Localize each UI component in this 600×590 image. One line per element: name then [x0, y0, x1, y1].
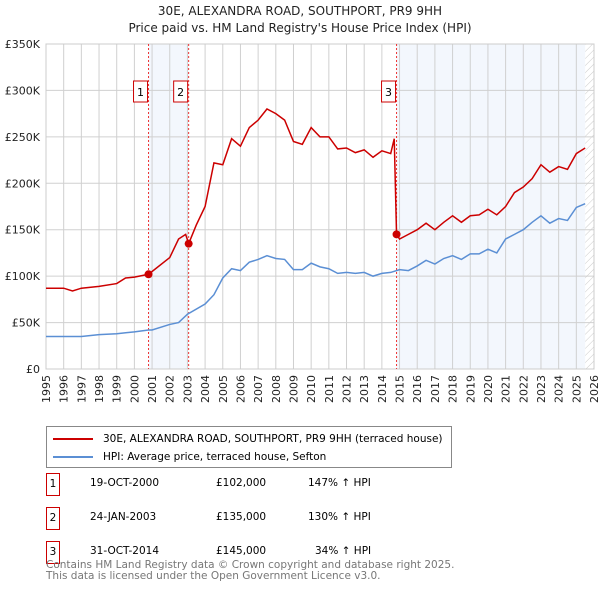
chart-subtitle: Price paid vs. HM Land Registry's House … — [128, 21, 472, 35]
y-tick-label: £100K — [5, 270, 41, 283]
legend-swatch-red — [53, 437, 93, 440]
sale-marker-box — [133, 80, 149, 103]
hpi-line — [46, 203, 586, 338]
sale-marker-box — [381, 80, 397, 103]
x-tick-label: 1998 — [93, 375, 106, 403]
x-tick-label: 1997 — [75, 375, 88, 403]
y-tick-label: £300K — [5, 84, 41, 97]
x-tick-label: 2009 — [287, 375, 300, 403]
x-tick-label: 2011 — [323, 375, 336, 403]
chart-title: 30E, ALEXANDRA ROAD, SOUTHPORT, PR9 9HH — [157, 4, 443, 18]
x-tick-label: 2017 — [429, 375, 442, 403]
sale-hpi-change: 147% ↑ HPI — [308, 477, 371, 489]
sale-price: £135,000 — [216, 511, 267, 523]
legend-swatch-blue — [53, 455, 93, 458]
x-tick-label: 2023 — [535, 375, 548, 403]
y-tick-label: £200K — [5, 177, 41, 190]
footer-line-1: Contains HM Land Registry data © Crown c… — [46, 559, 455, 571]
x-tick-label: 2022 — [517, 375, 530, 403]
plot-border — [45, 43, 595, 370]
x-tick-label: 2024 — [553, 375, 566, 403]
x-tick-label: 2019 — [464, 375, 477, 403]
legend-label: HPI: Average price, terraced house, Seft… — [103, 450, 327, 463]
legend: 30E, ALEXANDRA ROAD, SOUTHPORT, PR9 9HH … — [46, 426, 452, 468]
x-tick-label: 2012 — [341, 375, 354, 403]
legend-item-hpi: HPI: Average price, terraced house, Seft… — [53, 449, 326, 464]
x-tick-label: 2025 — [570, 375, 583, 403]
x-tick-label: 1996 — [58, 375, 71, 403]
y-tick-label: £350K — [5, 38, 41, 51]
footer-line-2: This data is licensed under the Open Gov… — [46, 570, 381, 582]
sale-marker-label: 3 — [385, 86, 392, 99]
x-tick-label: 2007 — [252, 375, 265, 403]
x-tick-label: 2010 — [305, 375, 318, 403]
shaded-range — [396, 44, 586, 369]
x-tick-label: 2013 — [358, 375, 371, 403]
sale-number: 2 — [46, 507, 60, 530]
y-tick-label: £250K — [5, 131, 41, 144]
x-tick-label: 1999 — [111, 375, 124, 403]
x-tick-label: 2006 — [234, 375, 247, 403]
x-tick-label: 2021 — [500, 375, 513, 403]
x-tick-label: 2026 — [588, 375, 600, 403]
x-tick-label: 2003 — [181, 375, 194, 403]
x-tick-label: 2016 — [411, 375, 424, 403]
forecast-hatch — [585, 44, 594, 369]
sale-point — [144, 270, 153, 279]
sale-hpi-change: 34% ↑ HPI — [315, 545, 372, 557]
x-tick-label: 2018 — [447, 375, 460, 403]
sale-point — [392, 230, 401, 239]
plot-area: 1995 1996 1997 1998 1999 2000 2001 2002 2003 2004… — [5, 38, 600, 403]
sale-number: 1 — [46, 473, 60, 496]
legend-item-property: 30E, ALEXANDRA ROAD, SOUTHPORT, PR9 9HH … — [53, 431, 443, 446]
price-paid-line — [46, 108, 586, 292]
x-tick-label: 2015 — [394, 375, 407, 403]
y-tick-label: £50K — [12, 317, 41, 330]
sale-point — [184, 239, 193, 248]
x-tick-label: 2002 — [164, 375, 177, 403]
x-tick-label: 2020 — [482, 375, 495, 403]
sale-hpi-change: 130% ↑ HPI — [308, 511, 371, 523]
y-tick-label: £0 — [26, 363, 40, 376]
x-tick-label: 1995 — [40, 375, 53, 403]
sale-price: £102,000 — [216, 477, 267, 489]
sale-date: 31-OCT-2014 — [90, 545, 159, 557]
x-tick-label: 2004 — [199, 375, 212, 403]
x-tick-label: 2000 — [128, 375, 141, 403]
legend-label: 30E, ALEXANDRA ROAD, SOUTHPORT, PR9 9HH … — [103, 432, 443, 445]
sale-marker-label: 1 — [137, 86, 144, 99]
x-tick-label: 2008 — [270, 375, 283, 403]
sale-number: 3 — [46, 541, 60, 564]
x-tick-label: 2014 — [376, 375, 389, 403]
x-tick-label: 2001 — [146, 375, 159, 403]
sale-marker-box — [173, 80, 189, 103]
sale-price: £145,000 — [216, 545, 267, 557]
sale-date: 24-JAN-2003 — [90, 511, 157, 523]
sale-date: 19-OCT-2000 — [90, 477, 159, 489]
y-tick-label: £150K — [5, 224, 41, 237]
sale-marker-label: 2 — [177, 86, 184, 99]
x-tick-label: 2005 — [217, 375, 230, 403]
